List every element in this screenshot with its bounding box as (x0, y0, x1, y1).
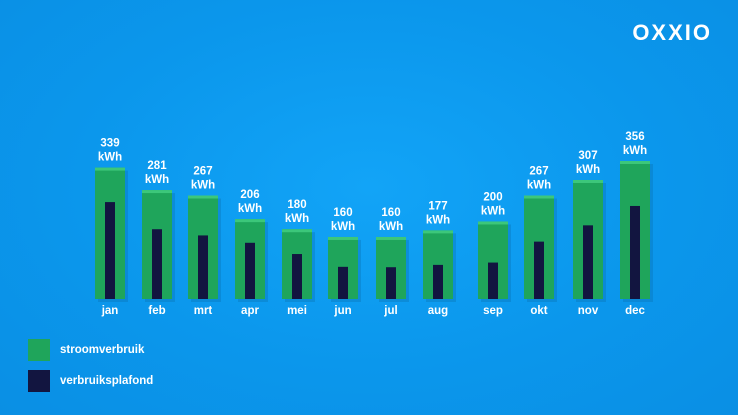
oxxio-logo: OXXIO (632, 20, 712, 45)
bar-top-dec (620, 161, 650, 164)
data-label-value-dec: 356 (625, 131, 644, 143)
bar-top-feb (142, 190, 172, 194)
data-label-value-mei: 180 (287, 199, 306, 211)
data-label-unit-jul: kWh (379, 221, 403, 233)
bar-top-okt (524, 195, 554, 199)
bar-top-aug (423, 230, 453, 234)
data-label-value-jul: 160 (381, 207, 400, 219)
bar-group-okt: 267 kWh okt (524, 166, 557, 317)
bar-verbruiksplafond-mei (292, 254, 302, 299)
data-label-unit-dec: kWh (623, 145, 647, 157)
data-label-unit-feb: kWh (145, 174, 169, 186)
x-tick-label-okt: okt (530, 305, 547, 317)
data-label-value-mrt: 267 (193, 166, 212, 178)
bar-top-sep (478, 221, 508, 225)
data-label-value-apr: 206 (240, 189, 259, 201)
data-label-value-feb: 281 (147, 160, 167, 172)
bar-group-mrt: 267 kWh mrt (188, 166, 221, 317)
bar-verbruiksplafond-jun (338, 266, 348, 299)
x-tick-label-jan: jan (101, 305, 119, 317)
x-tick-label-jul: jul (383, 305, 397, 317)
bar-group-nov: 307 kWh nov (573, 150, 606, 317)
bar-group-feb: 281 kWh feb (142, 160, 175, 317)
data-label-value-okt: 267 (529, 166, 548, 178)
bar-top-nov (573, 179, 603, 183)
bar-verbruiksplafond-okt (534, 241, 544, 299)
bar-group-sep: 200 kWh sep (478, 191, 511, 317)
bar-group-jun: 160 kWh jun (328, 207, 361, 317)
data-label-unit-mrt: kWh (191, 180, 215, 192)
bar-top-mei (282, 229, 312, 233)
data-label-unit-nov: kWh (576, 164, 600, 176)
x-tick-label-aug: aug (428, 305, 448, 317)
data-label-unit-aug: kWh (426, 214, 450, 226)
bar-group-aug: 177 kWh aug (423, 200, 456, 317)
x-tick-label-nov: nov (578, 305, 599, 317)
x-tick-label-apr: apr (241, 305, 259, 317)
x-tick-label-jun: jun (333, 305, 351, 317)
bar-verbruiksplafond-jul (386, 267, 396, 299)
bar-top-jun (328, 236, 358, 240)
bar-group-mei: 180 kWh mei (282, 199, 315, 317)
legend-item-verbruiksplafond: verbruiksplafond (28, 370, 153, 392)
bar-group-apr: 206 kWh apr (235, 189, 268, 317)
data-label-value-sep: 200 (483, 191, 502, 203)
bar-verbruiksplafond-apr (245, 242, 255, 299)
data-label-unit-mei: kWh (285, 213, 309, 225)
x-tick-label-mei: mei (287, 305, 307, 317)
legend-swatch-verbruiksplafond (28, 370, 50, 392)
bar-verbruiksplafond-mrt (198, 235, 208, 299)
x-tick-label-mrt: mrt (194, 305, 213, 317)
x-tick-label-feb: feb (148, 305, 165, 317)
data-label-unit-okt: kWh (527, 180, 551, 192)
data-label-unit-jan: kWh (98, 152, 122, 164)
bar-verbruiksplafond-aug (433, 264, 443, 299)
bar-verbruiksplafond-sep (488, 262, 498, 299)
bar-top-apr (235, 219, 265, 223)
data-label-value-jun: 160 (333, 207, 352, 219)
bar-verbruiksplafond-dec (630, 205, 640, 299)
x-tick-label-sep: sep (483, 305, 503, 317)
bar-group-dec: 356 kWh dec (620, 131, 653, 317)
legend-label-stroomverbruik: stroomverbruik (60, 344, 145, 356)
x-tick-label-dec: dec (625, 305, 645, 317)
bar-verbruiksplafond-feb (152, 229, 162, 299)
bar-top-jul (376, 236, 406, 240)
legend-item-stroomverbruik: stroomverbruik (28, 339, 144, 361)
data-label-value-jan: 339 (100, 138, 119, 150)
data-label-unit-sep: kWh (481, 205, 505, 217)
bar-group-jul: 160 kWh jul (376, 207, 409, 317)
bar-verbruiksplafond-jan (105, 202, 115, 299)
bar-top-jan (95, 167, 125, 171)
bar-top-mrt (188, 195, 218, 199)
bar-group-jan: 339 kWh jan (95, 138, 128, 317)
data-label-unit-jun: kWh (331, 221, 355, 233)
data-label-value-nov: 307 (578, 150, 597, 162)
data-label-unit-apr: kWh (238, 203, 262, 215)
legend-swatch-stroomverbruik (28, 339, 50, 361)
legend-label-verbruiksplafond: verbruiksplafond (60, 375, 154, 387)
data-label-value-aug: 177 (428, 200, 447, 212)
bar-verbruiksplafond-nov (583, 225, 593, 299)
